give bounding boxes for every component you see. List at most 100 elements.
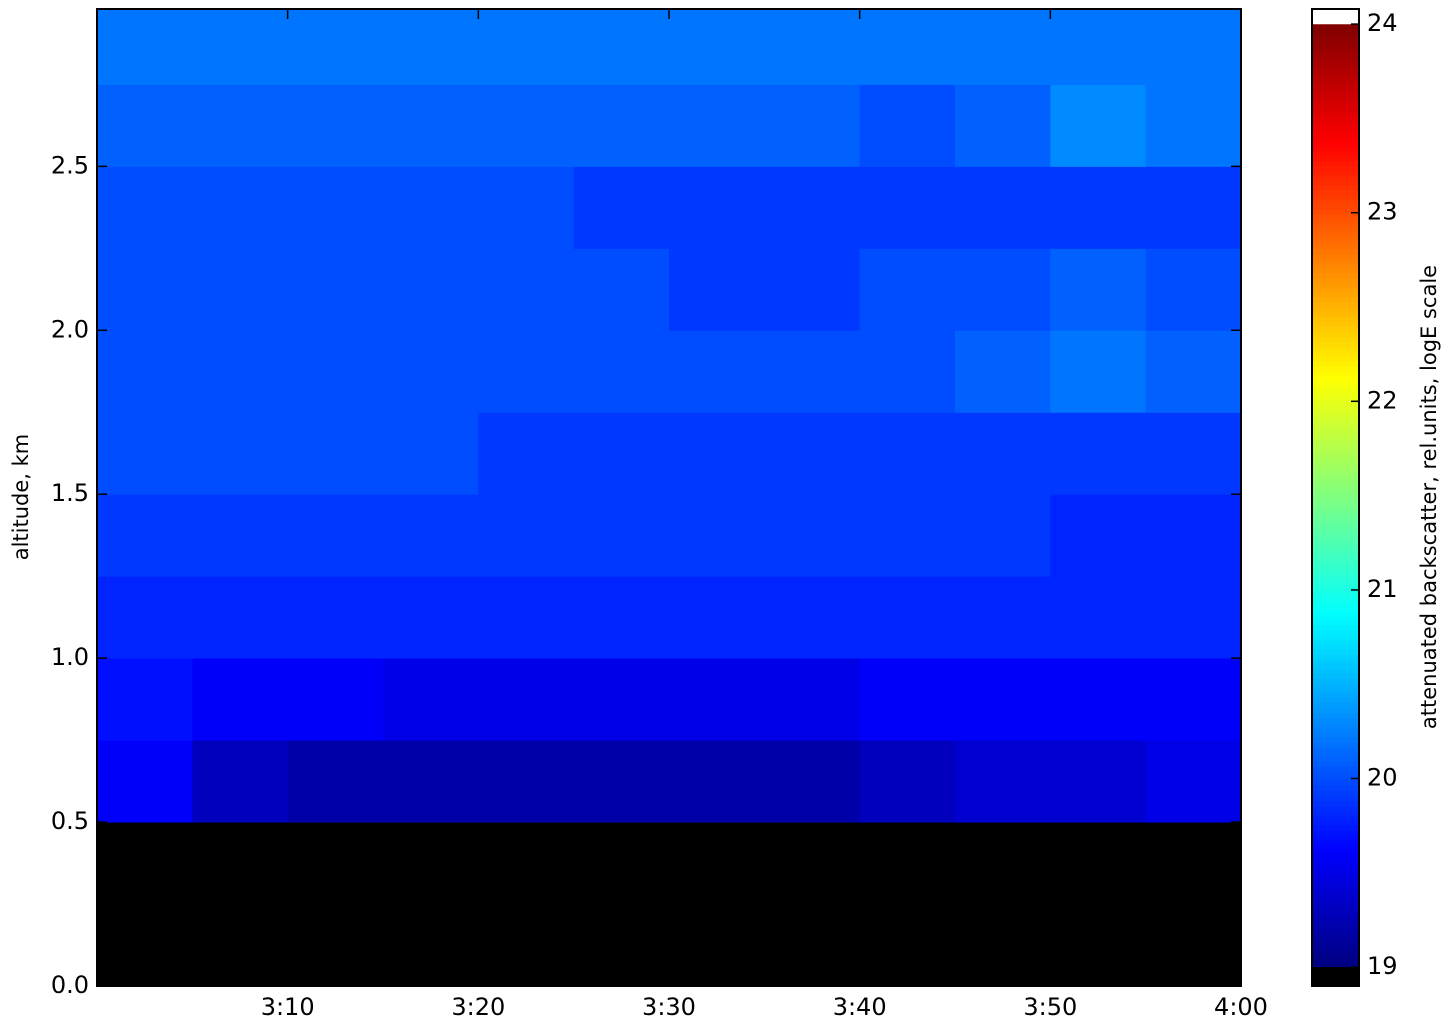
heatmap-cell [859, 576, 956, 659]
heatmap-cell [859, 84, 956, 167]
colorbar-segment [1312, 546, 1359, 552]
heatmap-cell [97, 904, 193, 986]
heatmap-cell [478, 248, 575, 331]
heatmap-cell [764, 494, 861, 577]
colorbar-segment [1312, 815, 1359, 821]
colorbar-segment [1312, 634, 1359, 640]
colorbar-segment [1312, 766, 1359, 772]
x-tick-label: 3:50 [1023, 993, 1077, 1021]
colorbar-segment [1312, 507, 1359, 513]
heatmap-cell [1145, 822, 1241, 905]
colorbar-segment [1312, 140, 1359, 147]
colorbar-segment [1312, 424, 1359, 430]
y-axis-label: altitude, km [9, 434, 33, 561]
colorbar-segment [1312, 404, 1359, 411]
colorbar-segment [1312, 971, 1359, 977]
colorbar-segment [1312, 380, 1359, 386]
colorbar-segment [1312, 96, 1359, 103]
colorbar-segment [1312, 863, 1359, 870]
colorbar-segment [1312, 712, 1359, 718]
colorbar-segment [1312, 873, 1359, 880]
colorbar-segment [1312, 111, 1359, 118]
colorbar-segment [1312, 673, 1359, 679]
heatmap-cell [383, 740, 479, 823]
colorbar-segment [1312, 390, 1359, 396]
colorbar-segment [1312, 858, 1359, 865]
colorbar-segment [1312, 355, 1359, 362]
colorbar-segment [1312, 482, 1359, 489]
heatmap-cell [383, 9, 479, 85]
colorbar-segment [1312, 287, 1359, 293]
colorbar-segment [1312, 697, 1359, 704]
heatmap-cell [764, 740, 861, 823]
colorbar-segment [1312, 473, 1359, 479]
colorbar-segment [1312, 463, 1359, 469]
colorbar-segment [1312, 570, 1359, 577]
colorbar-segment [1312, 585, 1359, 591]
heatmap-cell [192, 822, 289, 905]
colorbar-segment [1312, 981, 1359, 987]
heatmap-cell [955, 494, 1051, 577]
colorbar-segment [1312, 189, 1359, 196]
heatmap-cell [573, 330, 670, 413]
colorbar-segment [1312, 526, 1359, 533]
y-tick-label: 1.0 [51, 643, 89, 671]
colorbar-segment [1312, 614, 1359, 621]
heatmap-cell [1145, 740, 1241, 823]
heatmap-cell [955, 84, 1051, 167]
heatmap-cell [478, 412, 575, 495]
colorbar-segment [1312, 277, 1359, 284]
colorbar-segment [1312, 702, 1359, 709]
colorbar-segment [1312, 170, 1359, 176]
colorbar-segment [1312, 575, 1359, 582]
heatmap-cell [478, 904, 575, 986]
colorbar-segment [1312, 214, 1359, 220]
heatmap-cell [1145, 494, 1241, 577]
colorbar-segment [1312, 72, 1359, 78]
heatmap-cell [859, 904, 956, 986]
colorbar-segment [1312, 209, 1359, 215]
colorbar-segment [1312, 688, 1359, 694]
axes: 0.0 0.5 1.0 1.5 2.0 2.5 3:10 3:20 3:30 3:40 3:50 4:… [51, 8, 1268, 1021]
colorbar-segment [1312, 912, 1359, 919]
heatmap-cell [955, 248, 1051, 331]
colorbar-segment [1312, 922, 1359, 928]
colorbar-segment [1312, 321, 1359, 328]
colorbar-segment [1312, 87, 1359, 93]
heatmap-cell [764, 658, 861, 741]
colorbar-segment [1312, 82, 1359, 88]
heatmap-cell [1050, 658, 1147, 741]
x-tick-label: 3:20 [451, 993, 505, 1021]
colorbar-segment [1312, 849, 1359, 855]
heatmap-cell [97, 166, 193, 249]
colorbar-segment [1312, 453, 1359, 460]
heatmap-cell [669, 494, 765, 577]
colorbar-segment [1312, 57, 1359, 64]
heatmap-cell [192, 494, 289, 577]
heatmap-cell [669, 904, 765, 986]
colorbar-segment [1312, 824, 1359, 831]
heatmap-cell [383, 330, 479, 413]
colorbar-segment [1312, 878, 1359, 885]
colorbar-segment [1312, 917, 1359, 924]
heatmap-cell [955, 904, 1051, 986]
colorbar-segment [1312, 302, 1359, 308]
colorbar-segment [1312, 370, 1359, 376]
colorbar-segment [1312, 951, 1359, 958]
colorbar-segment [1312, 590, 1359, 596]
heatmap-cell [859, 822, 956, 905]
colorbar-segment [1312, 62, 1359, 69]
heatmap-cell [955, 166, 1051, 249]
colorbar-segment [1312, 551, 1359, 557]
heatmap-cell [287, 822, 384, 905]
heatmap-cell [287, 166, 384, 249]
colorbar-segment [1312, 565, 1359, 572]
colorbar-segment [1312, 438, 1359, 445]
colorbar-segment [1312, 175, 1359, 181]
colorbar-segment [1312, 121, 1359, 127]
colorbar-segment [1312, 629, 1359, 635]
heatmap-cell [859, 412, 956, 495]
colorbar-segment [1312, 800, 1359, 806]
colorbar-segment [1312, 775, 1359, 782]
